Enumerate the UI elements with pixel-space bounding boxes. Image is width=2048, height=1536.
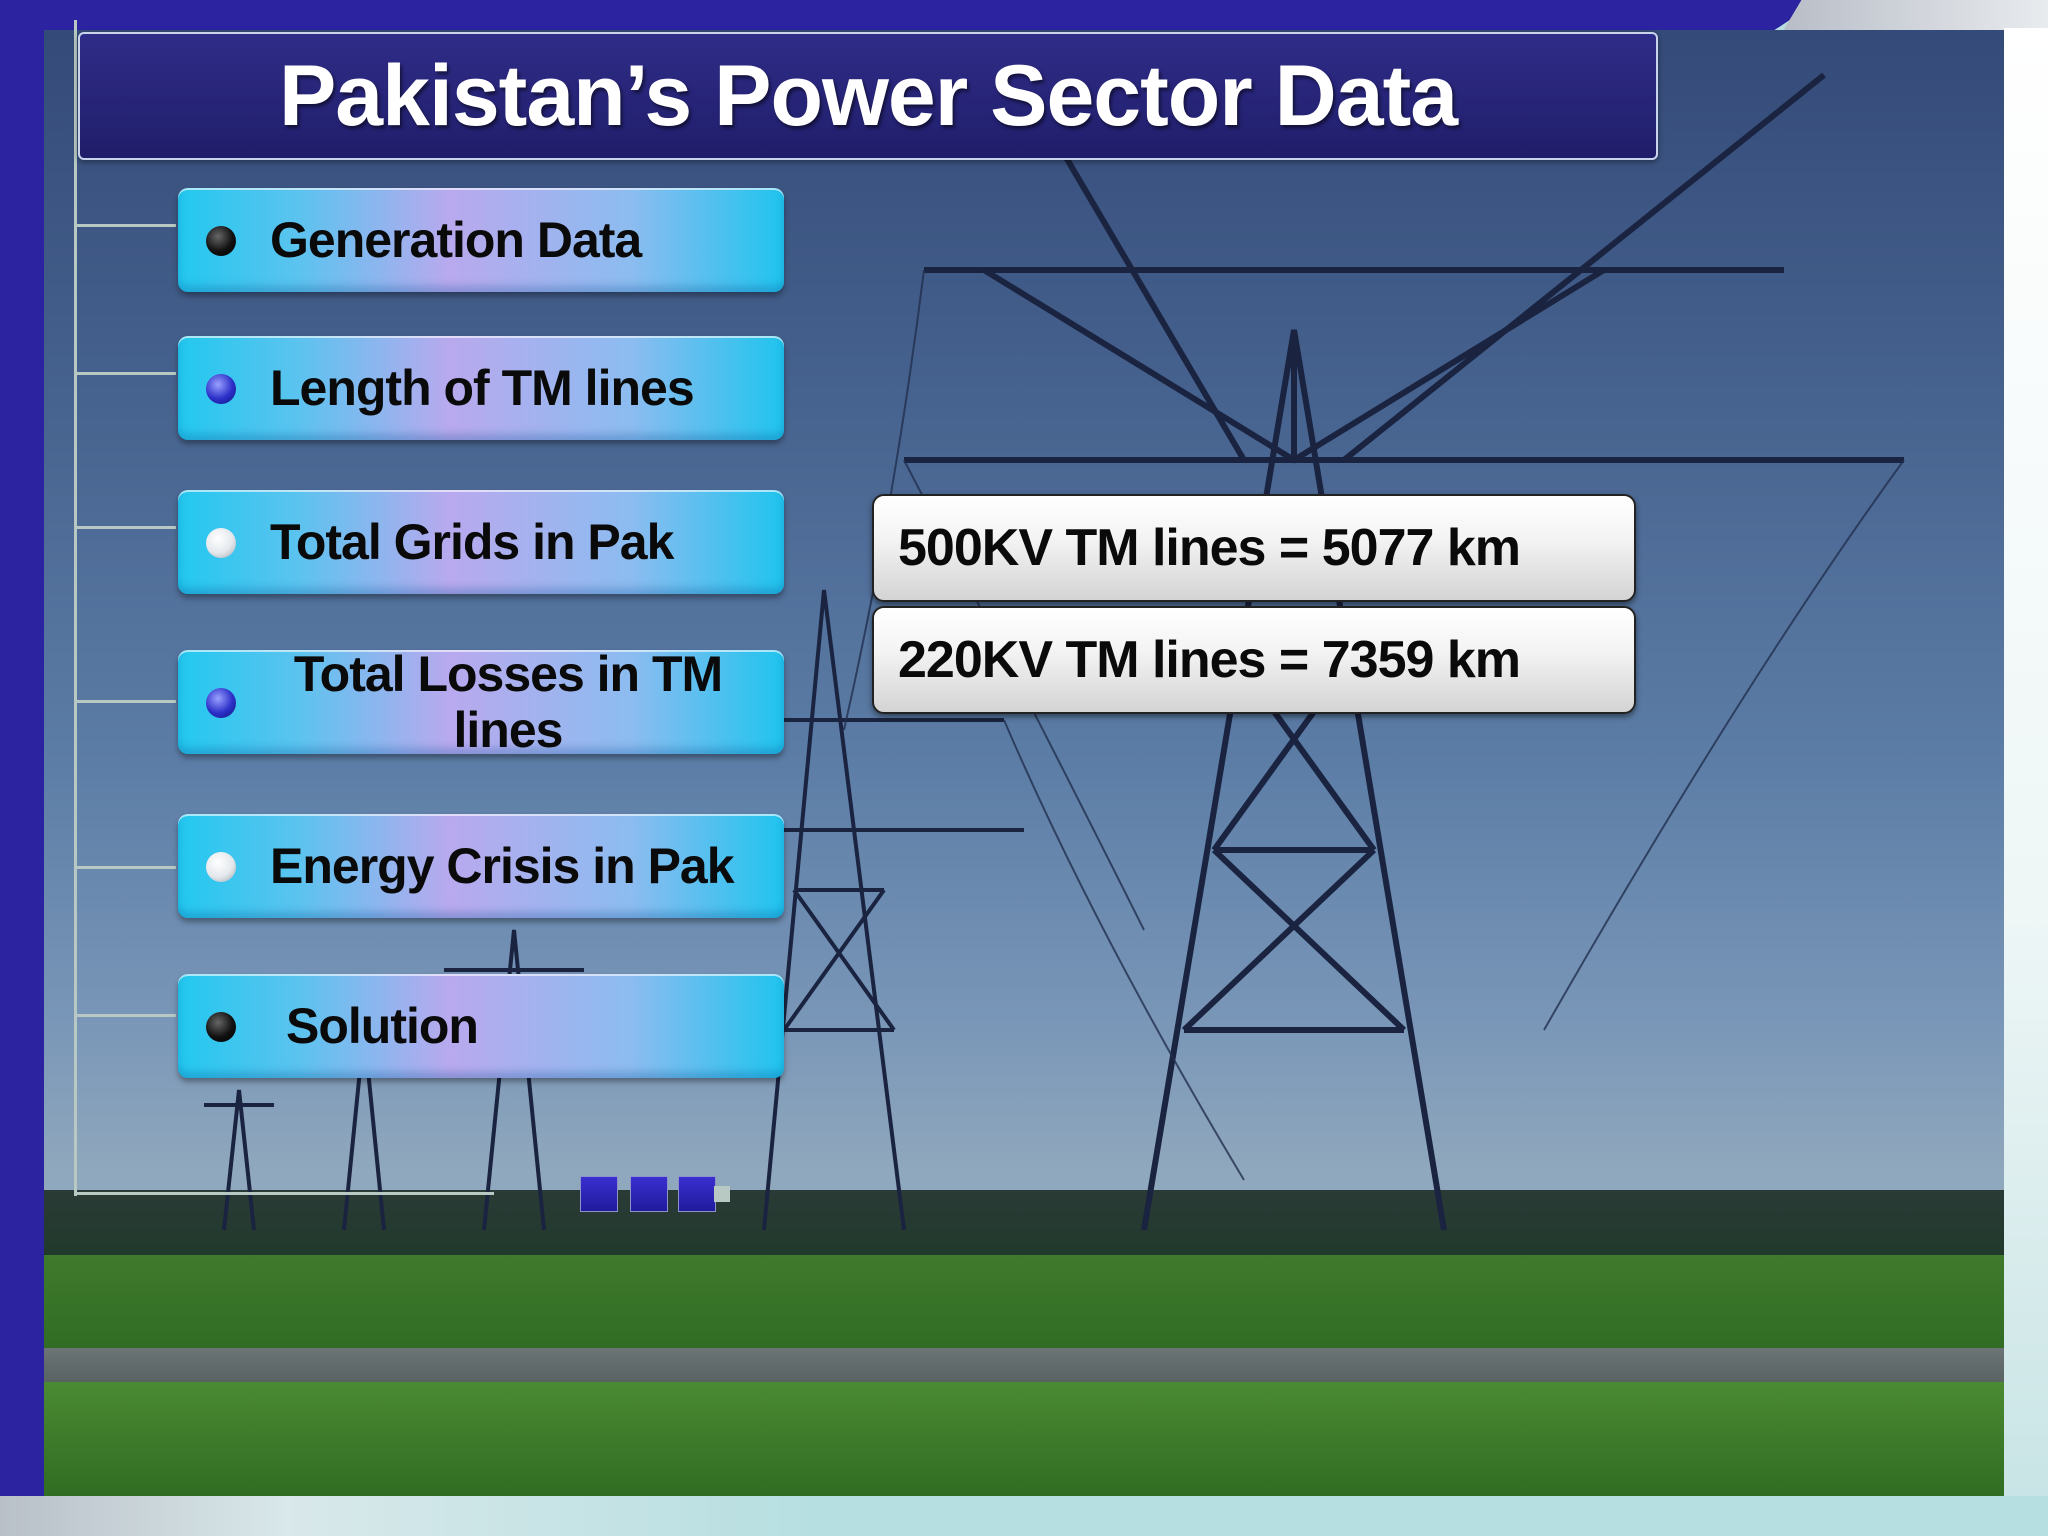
info-box-label: 220KV TM lines = 7359 km (898, 631, 1521, 689)
info-box-220kv: 220KV TM lines = 7359 km (872, 606, 1636, 714)
menu-tree-branch (76, 1014, 176, 1017)
info-box-label: 500KV TM lines = 5077 km (898, 519, 1521, 577)
menu-tree-branch (76, 866, 176, 869)
menu-button-label: Generation Data (270, 212, 642, 268)
slide-nav-square[interactable] (630, 1176, 668, 1212)
menu-button-label: Solution (286, 998, 479, 1054)
title-bar: Pakistan’s Power Sector Data (78, 32, 1658, 160)
frame-left-border (0, 0, 44, 1536)
menu-button-generation-data[interactable]: Generation Data (178, 188, 784, 292)
bullet-icon (206, 226, 236, 256)
info-box-500kv: 500KV TM lines = 5077 km (872, 494, 1636, 602)
menu-button-label: Energy Crisis in Pak (270, 838, 735, 894)
bullet-icon (206, 688, 236, 718)
menu-tree-line (74, 20, 77, 1196)
bullet-icon (206, 852, 236, 882)
menu-tree-branch (76, 526, 176, 529)
menu-button-length-of-tm-lines[interactable]: Length of TM lines (178, 336, 784, 440)
slide-nav-square[interactable] (678, 1176, 716, 1212)
field (44, 1255, 2004, 1365)
menu-button-label: Total Losses in TM lines (293, 646, 723, 758)
menu-tree-branch (76, 224, 176, 227)
menu-button-label: Total Grids in Pak (270, 514, 674, 570)
menu-button-total-grids[interactable]: Total Grids in Pak (178, 490, 784, 594)
grass (44, 1382, 2004, 1496)
menu-tree-branch (76, 700, 176, 703)
road (44, 1348, 2004, 1388)
slide-nav-end-marker (714, 1186, 730, 1202)
menu-button-total-losses[interactable]: Total Losses in TM lines (178, 646, 784, 758)
frame-right-border (2004, 28, 2048, 1508)
menu-button-label: Length of TM lines (270, 360, 695, 416)
menu-button-solution[interactable]: Solution (178, 974, 784, 1078)
page-title: Pakistan’s Power Sector Data (278, 48, 1458, 144)
bullet-icon (206, 1012, 236, 1042)
bullet-icon (206, 528, 236, 558)
slide-nav-square[interactable] (580, 1176, 618, 1212)
menu-tree-branch (76, 372, 176, 375)
bullet-icon (206, 374, 236, 404)
frame-bottom-border (0, 1496, 2048, 1536)
menu-tree-base-line (74, 1192, 494, 1195)
menu-button-energy-crisis[interactable]: Energy Crisis in Pak (178, 814, 784, 918)
